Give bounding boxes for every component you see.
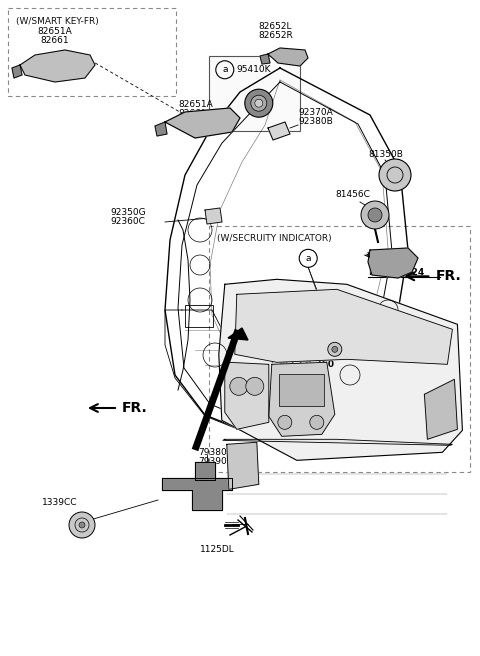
Text: 82652L: 82652L <box>258 22 291 31</box>
Circle shape <box>79 522 85 528</box>
Text: (W/SECRUITY INDICATOR): (W/SECRUITY INDICATOR) <box>217 234 331 243</box>
Text: 92360C: 92360C <box>110 217 145 226</box>
Text: a: a <box>222 65 228 74</box>
Text: 82661: 82661 <box>178 109 206 118</box>
Circle shape <box>310 415 324 429</box>
Text: REF.81-824: REF.81-824 <box>368 268 424 277</box>
Polygon shape <box>165 108 240 138</box>
Polygon shape <box>235 289 452 364</box>
Text: 95410K: 95410K <box>237 65 271 74</box>
Bar <box>279 375 324 406</box>
Polygon shape <box>225 362 269 429</box>
Circle shape <box>245 89 273 117</box>
Polygon shape <box>162 478 232 510</box>
Bar <box>209 56 300 131</box>
Circle shape <box>251 95 267 112</box>
Circle shape <box>69 512 95 538</box>
Polygon shape <box>368 248 418 278</box>
Polygon shape <box>205 208 222 224</box>
Circle shape <box>368 208 382 222</box>
Bar <box>185 305 213 327</box>
Polygon shape <box>227 442 259 489</box>
Polygon shape <box>268 48 308 66</box>
Bar <box>209 226 470 472</box>
Text: 79380: 79380 <box>198 448 227 457</box>
Text: 1125DL: 1125DL <box>200 545 235 554</box>
Circle shape <box>230 377 248 396</box>
Circle shape <box>332 346 338 352</box>
Circle shape <box>379 159 411 191</box>
Polygon shape <box>260 54 270 64</box>
Text: 92350G: 92350G <box>110 208 145 217</box>
Polygon shape <box>268 122 290 140</box>
Circle shape <box>361 201 389 229</box>
Text: 81456C: 81456C <box>335 190 370 199</box>
Text: 82652R: 82652R <box>258 31 293 40</box>
Circle shape <box>328 342 342 356</box>
Polygon shape <box>228 328 248 340</box>
Polygon shape <box>155 122 167 136</box>
Text: 82651A: 82651A <box>37 27 72 36</box>
Circle shape <box>246 377 264 396</box>
Text: 79390: 79390 <box>198 457 227 466</box>
Text: a: a <box>305 254 311 263</box>
Polygon shape <box>424 379 457 440</box>
Text: 81350B: 81350B <box>368 150 403 159</box>
Text: 92370A: 92370A <box>298 108 333 117</box>
Polygon shape <box>223 440 452 445</box>
Text: 92380B: 92380B <box>298 117 333 126</box>
Text: 1339CC: 1339CC <box>42 498 77 507</box>
Circle shape <box>278 415 292 429</box>
Polygon shape <box>20 50 95 82</box>
Text: (W/SMART KEY-FR): (W/SMART KEY-FR) <box>16 17 99 26</box>
Text: FR.: FR. <box>435 270 461 283</box>
Polygon shape <box>269 362 335 436</box>
Polygon shape <box>12 65 22 78</box>
Text: REF.60-760: REF.60-760 <box>278 360 334 369</box>
Text: 82661: 82661 <box>41 36 69 45</box>
Text: 82651A: 82651A <box>178 100 213 109</box>
Bar <box>8 8 176 96</box>
Polygon shape <box>195 462 215 480</box>
Polygon shape <box>219 279 462 461</box>
Circle shape <box>255 99 263 107</box>
Text: FR.: FR. <box>122 401 148 415</box>
